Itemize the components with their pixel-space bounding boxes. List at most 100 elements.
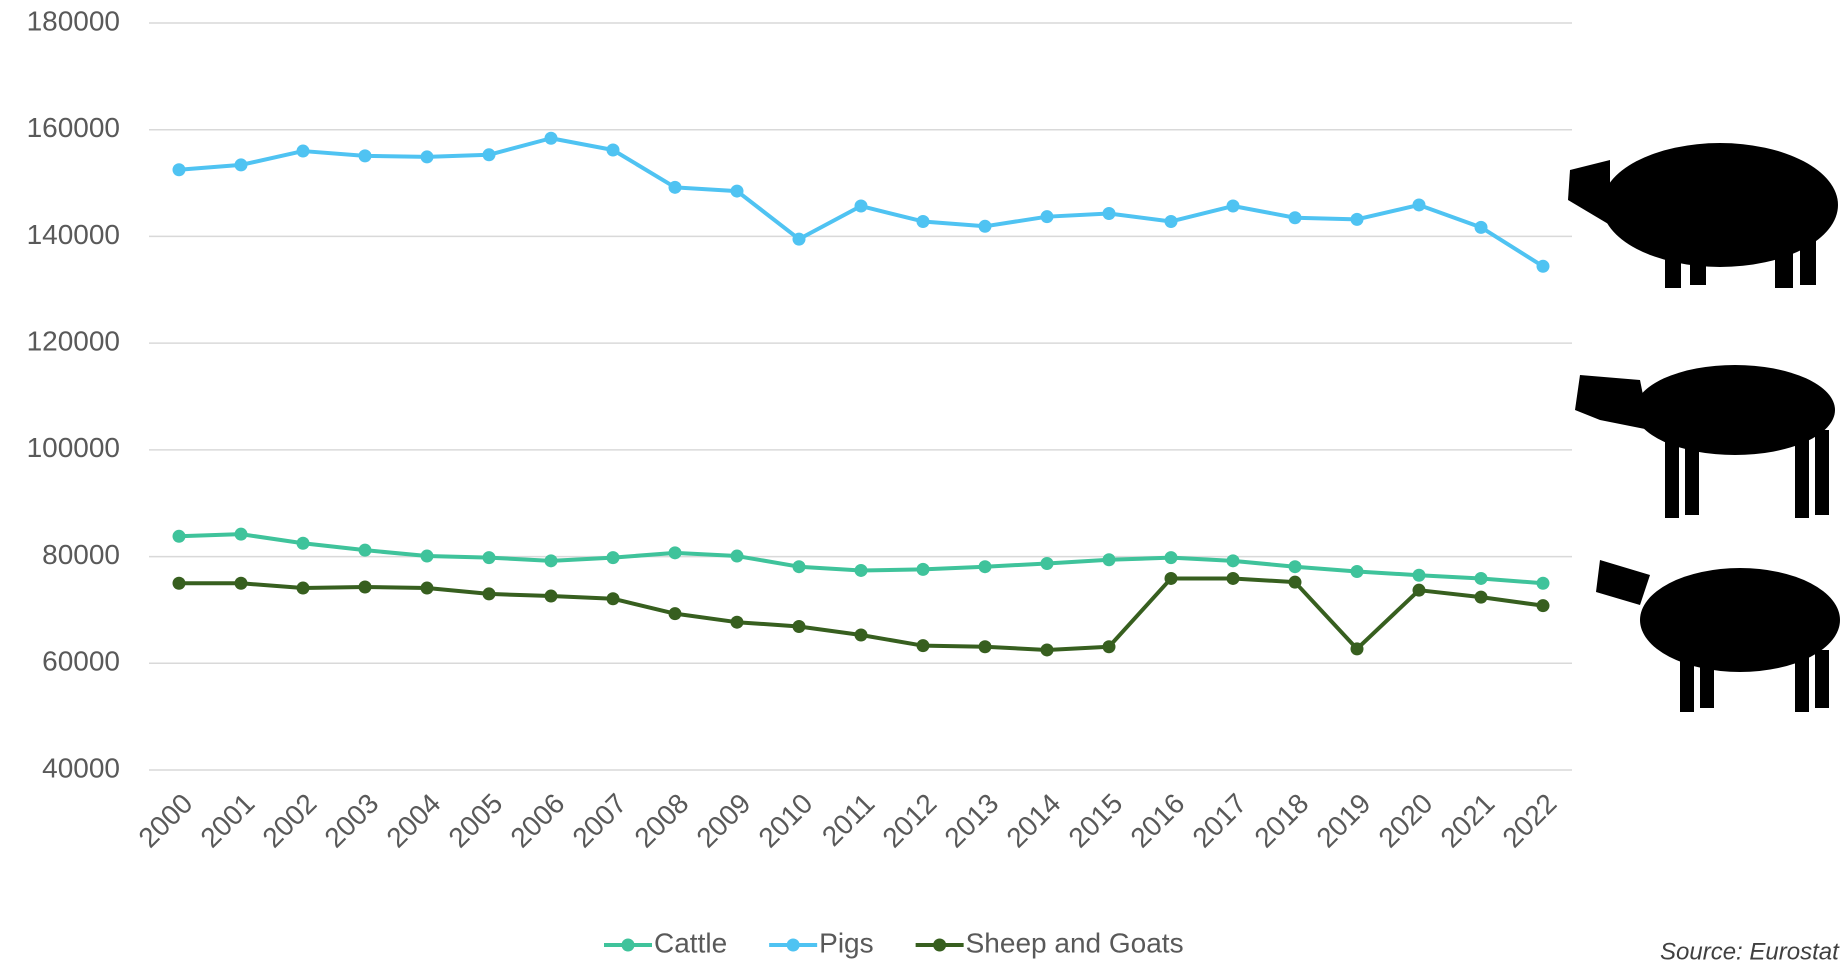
data-point [1288,575,1302,589]
legend-label: Sheep and Goats [966,927,1184,958]
y-tick-label: 140000 [27,219,120,250]
data-point [1164,571,1178,585]
legend-marker [621,938,635,952]
cow-icon [1575,365,1835,518]
data-point [916,214,930,228]
data-point [1474,571,1488,585]
pig-icon [1568,143,1838,288]
x-tick-label: 2007 [566,788,632,854]
x-tick-label: 2019 [1310,788,1376,854]
data-point [172,163,186,177]
legend-label: Pigs [819,927,873,958]
x-tick-label: 2009 [690,788,756,854]
source-note: Source: Eurostat [1660,938,1840,965]
legend-marker [786,938,800,952]
data-point [792,619,806,633]
data-point [978,640,992,654]
x-tick-label: 2005 [442,788,508,854]
data-point [1040,643,1054,657]
x-tick-label: 2021 [1434,788,1500,854]
data-point [1288,560,1302,574]
x-tick-label: 2018 [1248,788,1314,854]
animal-icons [1568,143,1840,712]
data-point [358,543,372,557]
legend-marker [933,938,947,952]
data-point [730,549,744,563]
data-point [606,592,620,606]
x-tick-label: 2006 [504,788,570,854]
data-point [358,149,372,163]
data-point [730,615,744,629]
data-point [792,232,806,246]
data-point [1412,198,1426,212]
data-point [172,576,186,590]
sheep-icon [1596,560,1840,712]
data-point [1474,590,1488,604]
data-point [1350,212,1364,226]
data-point [668,180,682,194]
x-tick-label: 2020 [1372,788,1438,854]
data-point [978,560,992,574]
data-point [1164,214,1178,228]
x-tick-label: 2011 [816,788,881,853]
data-point [1226,571,1240,585]
data-point [1350,565,1364,579]
data-point [420,581,434,595]
y-tick-label: 120000 [27,326,120,357]
x-tick-label: 2010 [752,788,818,854]
x-tick-label: 2022 [1496,788,1562,854]
data-point [544,554,558,568]
data-point [916,562,930,576]
data-point [544,589,558,603]
data-point [606,143,620,157]
x-tick-label: 2000 [132,788,198,854]
data-point [358,580,372,594]
data-point [854,628,868,642]
data-point [1536,576,1550,590]
data-point [854,199,868,213]
data-point [234,576,248,590]
data-point [916,639,930,653]
y-tick-label: 40000 [42,752,120,783]
data-point [1536,259,1550,273]
data-point [234,158,248,172]
data-point [1412,568,1426,582]
data-point [296,581,310,595]
data-point [482,551,496,565]
data-point [544,131,558,145]
data-point [1102,553,1116,567]
data-point [296,144,310,158]
y-tick-label: 180000 [27,5,120,36]
x-tick-label: 2014 [1000,788,1066,854]
data-point [482,148,496,162]
data-point [1412,583,1426,597]
x-tick-label: 2015 [1062,788,1128,854]
data-point [854,563,868,577]
data-point [1350,642,1364,656]
data-point [606,551,620,565]
y-tick-label: 60000 [42,646,120,677]
y-tick-label: 100000 [27,432,120,463]
x-tick-label: 2013 [938,788,1004,854]
y-tick-label: 80000 [42,539,120,570]
data-point [420,150,434,164]
legend-label: Cattle [654,927,727,958]
x-tick-label: 2001 [194,788,260,854]
x-tick-label: 2008 [628,788,694,854]
data-point [420,549,434,563]
x-tick-label: 2017 [1186,788,1252,854]
data-point [1102,640,1116,654]
x-tick-label: 2003 [318,788,384,854]
data-point [1226,199,1240,213]
data-point [482,587,496,601]
data-point [668,607,682,621]
data-point [234,527,248,541]
data-point [1040,210,1054,224]
data-point [1474,220,1488,234]
data-point [978,219,992,233]
data-point [1164,551,1178,565]
x-tick-label: 2002 [256,788,322,854]
data-point [296,536,310,550]
data-point [1288,211,1302,225]
